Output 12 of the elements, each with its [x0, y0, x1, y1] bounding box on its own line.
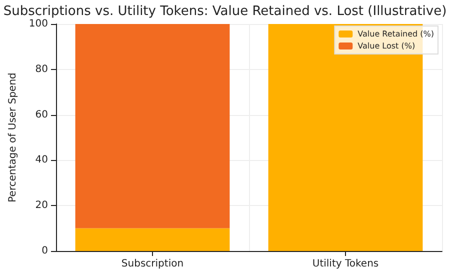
x-tick-label: Utility Tokens [312, 258, 379, 270]
legend-label: Value Retained (%) [358, 30, 434, 38]
y-axis-title: Percentage of User Spend [8, 72, 18, 202]
x-tick-label: Subscription [121, 258, 184, 270]
legend-label: Value Lost (%) [358, 42, 416, 50]
chart-title: Subscriptions vs. Utility Tokens: Value Retained vs. Lost (Illustrative) [3, 4, 447, 19]
y-tick-label: 60 [35, 109, 48, 120]
y-tick-label: 0 [42, 246, 48, 256]
y-tick-label: 80 [35, 64, 48, 75]
y-tick-label: 100 [28, 18, 48, 30]
y-tick-label: 20 [35, 200, 48, 212]
y-tick-label: 40 [35, 154, 48, 166]
